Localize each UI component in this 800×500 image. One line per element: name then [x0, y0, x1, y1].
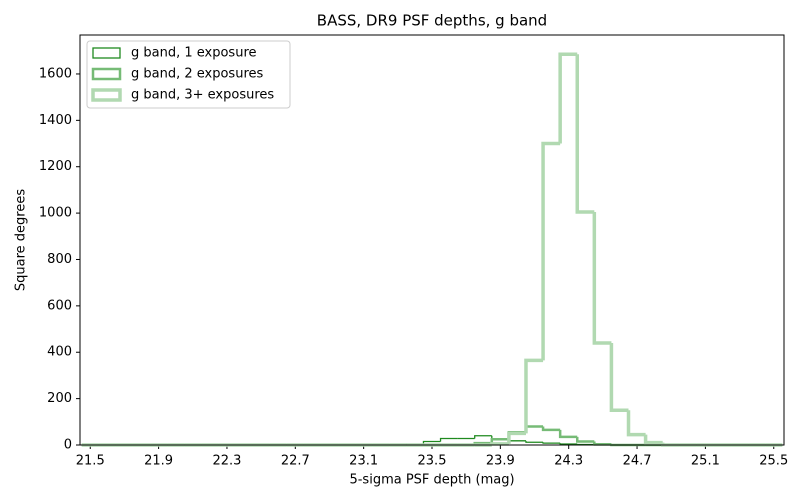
histogram-series [81, 52, 783, 447]
histogram-step [575, 54, 595, 214]
legend-swatch [91, 67, 122, 81]
legend-swatch [92, 47, 121, 59]
histogram-step [643, 434, 663, 445]
histogram-step [490, 437, 509, 444]
histogram-step [508, 439, 526, 442]
histogram-step [593, 441, 612, 446]
histogram-step [524, 425, 544, 433]
legend-swatch [91, 88, 122, 102]
legend-box [86, 40, 291, 109]
x-tick-label: 21.9 [144, 454, 173, 469]
y-tick-label: 1600 [39, 66, 72, 81]
histogram-step [541, 141, 561, 361]
x-tick-label: 25.1 [691, 454, 720, 469]
histogram-step [507, 431, 526, 444]
x-tick-label: 24.3 [554, 454, 583, 469]
x-axis-label: 5-sigma PSF depth (mag) [349, 473, 514, 488]
histogram-step [541, 426, 561, 432]
histogram-step [558, 429, 578, 439]
histogram-step [439, 437, 458, 442]
x-tick-label: 23.9 [486, 454, 515, 469]
chart-title: BASS, DR9 PSF depths, g band [317, 12, 547, 30]
y-tick-label: 800 [47, 252, 72, 267]
histogram-step [524, 358, 544, 434]
histogram-step [559, 443, 578, 445]
y-tick-label: 600 [47, 298, 72, 313]
y-axis-label: Square degrees [14, 189, 29, 291]
y-tick-label: 0 [64, 438, 72, 453]
plot-frame [79, 34, 785, 446]
histogram-step [575, 436, 595, 443]
y-tick-label: 1400 [39, 113, 72, 128]
histogram-step [525, 440, 544, 443]
histogram-series [81, 425, 783, 447]
legend-label: g band, 3+ exposures [131, 88, 274, 103]
x-tick-label: 23.5 [418, 454, 447, 469]
histogram-step [558, 52, 578, 144]
histogram-step [542, 442, 561, 444]
histogram-step [609, 342, 629, 412]
legend-label: g band, 2 exposures [131, 67, 263, 82]
y-tick-label: 1000 [39, 206, 72, 221]
x-tick-label: 24.7 [623, 454, 652, 469]
y-tick-label: 400 [47, 345, 72, 360]
x-tick-label: 21.5 [76, 454, 105, 469]
histogram-step [474, 435, 492, 439]
histogram-step [626, 410, 646, 437]
histogram-step [592, 211, 612, 345]
legend-label: g band, 1 exposure [131, 46, 257, 61]
x-tick-label: 22.3 [212, 454, 241, 469]
x-tick-label: 23.1 [349, 454, 378, 469]
y-tick-label: 200 [47, 391, 72, 406]
x-tick-label: 25.5 [759, 454, 788, 469]
x-tick-label: 22.7 [281, 454, 310, 469]
y-tick-label: 1200 [39, 159, 72, 174]
